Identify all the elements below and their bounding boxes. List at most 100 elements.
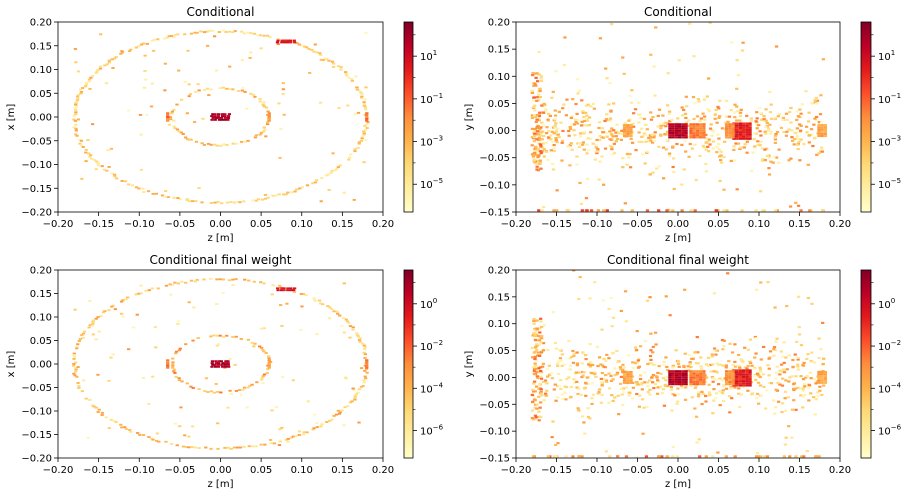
heatmap-cell [626, 379, 630, 382]
heatmap-cell [211, 113, 215, 116]
heatmap-cell [661, 114, 665, 117]
heatmap-cell [327, 317, 332, 320]
heatmap-cell [735, 135, 739, 138]
heatmap-cell [193, 280, 197, 283]
y-tick-label: 0.05 [30, 336, 52, 347]
heatmap-cell [759, 190, 763, 193]
heatmap-cell [600, 393, 604, 396]
heatmap-cell [262, 126, 266, 129]
heatmap-cell [589, 209, 594, 212]
heatmap-cell [585, 209, 589, 212]
heatmap-cell [336, 312, 340, 315]
heatmap-cell [530, 114, 535, 117]
heatmap-cell [653, 383, 658, 386]
heatmap-cell [357, 141, 362, 144]
heatmap-cell [674, 370, 678, 373]
heatmap-cell [170, 110, 175, 113]
heatmap-cell [619, 375, 624, 378]
heatmap-cell [731, 383, 735, 386]
heatmap-cell [536, 147, 540, 150]
heatmap-cell [530, 417, 534, 420]
heatmap-cell [765, 455, 770, 458]
heatmap-cell [79, 92, 83, 95]
heatmap-cell [703, 118, 707, 121]
heatmap-cell [119, 423, 123, 426]
heatmap-cell [745, 122, 749, 125]
heatmap-cell [759, 134, 763, 137]
heatmap-cell [537, 93, 541, 96]
y-tick-label: −0.05 [21, 136, 52, 147]
heatmap-cell [654, 343, 658, 346]
heatmap-cell [265, 121, 270, 124]
heatmap-cell [76, 382, 80, 384]
heatmap-cell [622, 72, 626, 75]
heatmap-cell [611, 102, 616, 105]
heatmap-cell [231, 335, 235, 338]
heatmap-cell [735, 131, 739, 134]
heatmap-cell [262, 101, 266, 104]
heatmap-cell [581, 352, 585, 355]
heatmap-cell [183, 434, 187, 437]
heatmap-cell [562, 63, 566, 67]
heatmap-cell [74, 127, 78, 130]
heatmap-cell [626, 134, 630, 138]
heatmap-cell [776, 161, 781, 164]
heatmap-cell [213, 143, 217, 146]
heatmap-cell [695, 372, 700, 375]
heatmap-cell [533, 355, 537, 358]
heatmap-cell [792, 383, 796, 386]
heatmap-cell [816, 395, 820, 398]
heatmap-cell [631, 122, 635, 125]
heatmap-cell [596, 209, 601, 212]
heatmap-cell [649, 349, 653, 352]
heatmap-cell [92, 405, 96, 408]
heatmap-cell [536, 354, 540, 357]
heatmap-cell [615, 137, 620, 141]
heatmap-cell [678, 134, 682, 137]
heatmap-cell [689, 374, 693, 377]
heatmap-cell [537, 114, 542, 117]
heatmap-cell [364, 32, 368, 34]
heatmap-cell [535, 113, 539, 117]
heatmap-cell [755, 111, 759, 114]
heatmap-cell [710, 355, 714, 358]
heatmap-cell [537, 410, 541, 413]
heatmap-cell [539, 143, 543, 146]
heatmap-cell [113, 308, 117, 311]
heatmap-cell [552, 147, 556, 150]
heatmap-cell [608, 82, 612, 85]
heatmap-cell [792, 399, 796, 402]
heatmap-cell [684, 374, 688, 377]
x-tick-label: −0.05 [622, 465, 653, 476]
heatmap-cell [592, 107, 596, 110]
heatmap-cell [214, 383, 218, 385]
heatmap-cell [120, 426, 124, 429]
heatmap-cell [724, 372, 729, 375]
heatmap-cell [678, 383, 682, 386]
heatmap-cell [689, 376, 693, 379]
heatmap-cell [559, 360, 563, 363]
heatmap-cell [220, 202, 224, 205]
heatmap-cell [605, 380, 609, 383]
heatmap-cell [268, 36, 272, 39]
heatmap-cell [661, 146, 666, 149]
x-tick-label: 0.00 [209, 219, 231, 230]
heatmap-cell [75, 134, 79, 137]
heatmap-cell [147, 402, 151, 405]
heatmap-cell [692, 372, 696, 375]
heatmap-cell [820, 209, 825, 212]
heatmap-cell [107, 309, 111, 312]
axes-frame [515, 21, 841, 213]
heatmap-cell [358, 337, 362, 340]
heatmap-cell [814, 455, 818, 458]
heatmap-cell [624, 320, 629, 323]
heatmap-cell [532, 160, 536, 163]
heatmap-cell [622, 126, 627, 129]
x-tick-label: 0.05 [707, 465, 729, 476]
heatmap-cell [649, 136, 653, 139]
heatmap-cell [82, 330, 87, 333]
heatmap-cell [238, 201, 242, 204]
heatmap-cell [733, 455, 737, 458]
heatmap-panel-2: Conditional−0.20 −0.15 −0.10 −0.05 0.00 0.05 0… [464, 5, 901, 244]
heatmap-cell [656, 114, 660, 117]
